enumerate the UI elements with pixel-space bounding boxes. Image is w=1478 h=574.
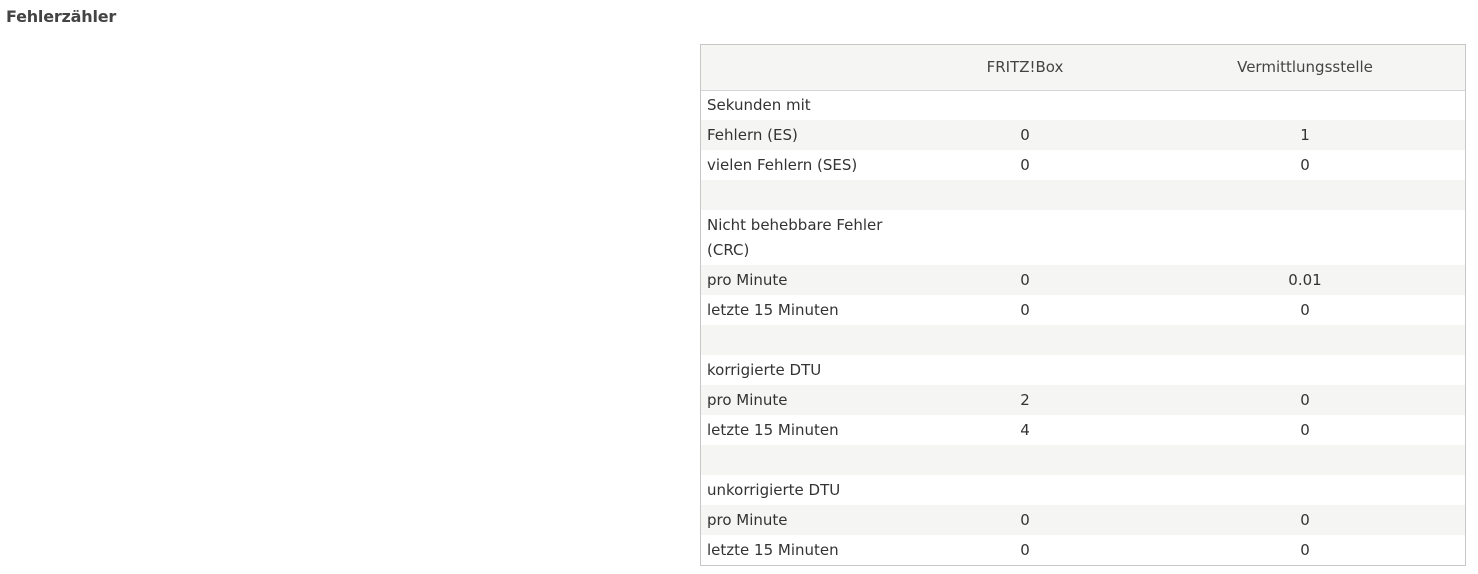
row-label: Fehlern (ES) bbox=[707, 126, 798, 144]
fritzbox-value bbox=[905, 355, 1145, 385]
table-header: FRITZ!Box Vermittlungsstelle bbox=[701, 45, 1465, 91]
fritzbox-value: 0 bbox=[1020, 301, 1030, 319]
section-title: Fehlerzähler bbox=[6, 7, 117, 26]
vermittlungsstelle-value: 0 bbox=[1300, 421, 1310, 439]
row-label bbox=[701, 445, 905, 475]
row-label: pro Minute bbox=[707, 271, 788, 289]
vermittlungsstelle-value bbox=[1145, 325, 1465, 355]
row-label: letzte 15 Minuten bbox=[707, 541, 839, 559]
table-row: korrigierte DTU bbox=[701, 355, 1465, 385]
table-row: pro Minute 0 0.01 bbox=[701, 265, 1465, 295]
table-row: Fehlern (ES) 0 1 bbox=[701, 120, 1465, 150]
fritzbox-value: 0 bbox=[1020, 126, 1030, 144]
table-row: letzte 15 Minuten 4 0 bbox=[701, 415, 1465, 445]
table-row: pro Minute 0 0 bbox=[701, 505, 1465, 535]
fritzbox-value: 0 bbox=[1020, 541, 1030, 559]
spacer-row bbox=[701, 180, 1465, 210]
table-row: pro Minute 2 0 bbox=[701, 385, 1465, 415]
header-row: FRITZ!Box Vermittlungsstelle bbox=[701, 45, 1465, 91]
table-row: unkorrigierte DTU bbox=[701, 475, 1465, 505]
fritzbox-value bbox=[905, 445, 1145, 475]
vermittlungsstelle-value bbox=[1145, 180, 1465, 210]
fritzbox-value: 0 bbox=[1020, 511, 1030, 529]
error-table: FRITZ!Box Vermittlungsstelle Sekunden mi… bbox=[701, 45, 1465, 565]
row-label: pro Minute bbox=[707, 391, 788, 409]
vermittlungsstelle-value bbox=[1145, 445, 1465, 475]
row-label: letzte 15 Minuten bbox=[707, 301, 839, 319]
vermittlungsstelle-value bbox=[1145, 475, 1465, 505]
row-label: Sekunden mit bbox=[707, 96, 811, 115]
table-row: Sekunden mit bbox=[701, 90, 1465, 120]
vermittlungsstelle-value: 0 bbox=[1300, 301, 1310, 319]
fritzbox-value: 4 bbox=[1020, 421, 1030, 439]
row-label: korrigierte DTU bbox=[707, 361, 822, 379]
row-label: pro Minute bbox=[707, 511, 788, 529]
vermittlungsstelle-value bbox=[1145, 90, 1465, 120]
fritzbox-value bbox=[905, 90, 1145, 120]
table-body: Sekunden mit Fehlern (ES) 0 1 vielen Feh… bbox=[701, 90, 1465, 565]
spacer-row bbox=[701, 445, 1465, 475]
fritzbox-value bbox=[905, 475, 1145, 505]
vermittlungsstelle-value bbox=[1145, 210, 1465, 265]
row-label bbox=[701, 180, 905, 210]
header-vermittlungsstelle: Vermittlungsstelle bbox=[1145, 45, 1465, 91]
row-label: letzte 15 Minuten bbox=[707, 421, 839, 439]
fritzbox-value: 2 bbox=[1020, 391, 1030, 409]
vermittlungsstelle-value: 0 bbox=[1300, 391, 1310, 409]
table-row: vielen Fehlern (SES) 0 0 bbox=[701, 150, 1465, 180]
vermittlungsstelle-value: 0 bbox=[1300, 511, 1310, 529]
header-fritzbox: FRITZ!Box bbox=[905, 45, 1145, 91]
vermittlungsstelle-value: 0 bbox=[1300, 541, 1310, 559]
row-label: Nicht behebbare Fehler (CRC) bbox=[707, 215, 883, 259]
table-row: letzte 15 Minuten 0 0 bbox=[701, 295, 1465, 325]
vermittlungsstelle-value: 0 bbox=[1300, 156, 1310, 174]
fritzbox-value bbox=[905, 210, 1145, 265]
fritzbox-value bbox=[905, 325, 1145, 355]
table-row: Nicht behebbare Fehler (CRC) bbox=[701, 210, 1465, 265]
header-label-column bbox=[701, 45, 905, 91]
vermittlungsstelle-value bbox=[1145, 355, 1465, 385]
fritzbox-value: 0 bbox=[1020, 271, 1030, 289]
vermittlungsstelle-value: 1 bbox=[1300, 126, 1310, 144]
fritzbox-value: 0 bbox=[1020, 156, 1030, 174]
vermittlungsstelle-value: 0.01 bbox=[1288, 271, 1322, 289]
row-label: unkorrigierte DTU bbox=[707, 481, 841, 499]
fritzbox-value bbox=[905, 180, 1145, 210]
table-row: letzte 15 Minuten 0 0 bbox=[701, 535, 1465, 565]
error-counter-table: FRITZ!Box Vermittlungsstelle Sekunden mi… bbox=[700, 44, 1466, 566]
row-label bbox=[701, 325, 905, 355]
spacer-row bbox=[701, 325, 1465, 355]
row-label: vielen Fehlern (SES) bbox=[707, 156, 858, 174]
